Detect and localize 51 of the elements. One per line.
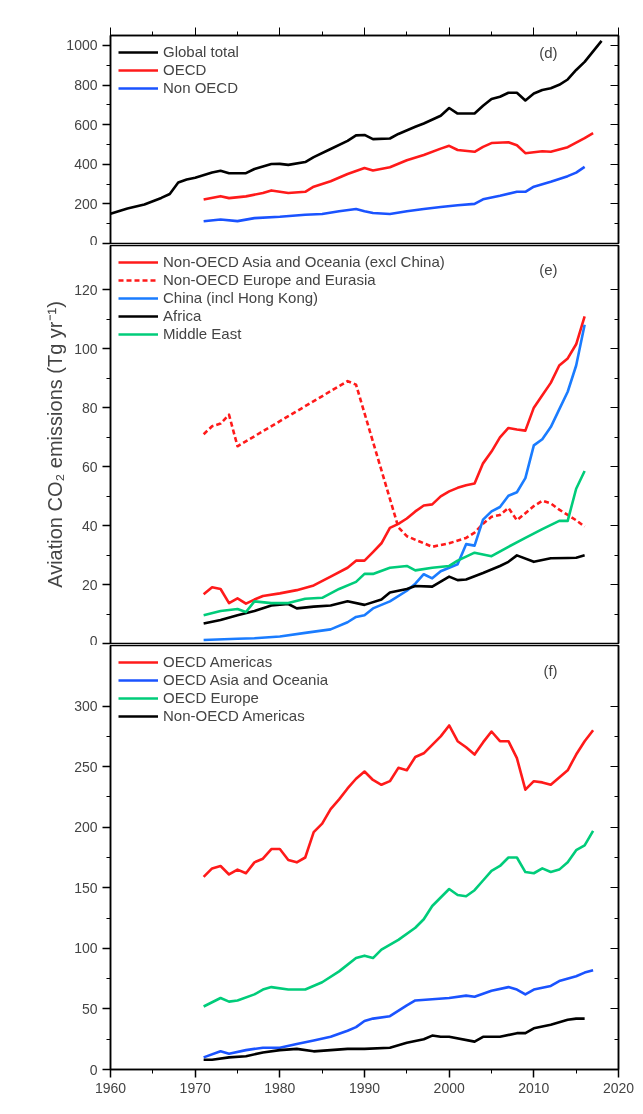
x-tick-label: 2010: [518, 1079, 550, 1096]
legend-label: China (incl Hong Kong): [163, 289, 319, 306]
annotation: (f): [543, 662, 558, 680]
y-tick-label: 200: [74, 195, 98, 212]
x-tick-label: 1970: [179, 1079, 211, 1096]
annotation: (d): [539, 43, 558, 61]
line-series: [202, 165, 586, 223]
y-tick-label: 100: [74, 340, 98, 357]
legend-label: Non OECD: [163, 79, 239, 96]
legend-label: Non-OECD Europe and Eurasia: [163, 271, 376, 288]
y-tick-label: 250: [74, 758, 98, 775]
x-tick-label: 2020: [602, 1079, 635, 1096]
legend-label: OECD Europe: [163, 689, 259, 706]
line-series: [202, 131, 595, 201]
line-series: [202, 469, 586, 617]
y-tick-label: 50: [81, 1000, 98, 1017]
x-tick-label: 2000: [433, 1079, 465, 1096]
legend-label: Non-OECD Americas: [163, 707, 305, 724]
y-axis-title: Aviation CO₂ emissions (Tg yr⁻¹): [44, 301, 67, 588]
y-tick-label: 0: [89, 232, 98, 249]
y-tick-label: 100: [74, 940, 98, 957]
line-series: [202, 724, 595, 879]
line-series: [202, 1017, 586, 1062]
line-series: [202, 554, 586, 625]
legend-label: OECD: [163, 61, 207, 78]
line-series: [202, 829, 595, 1008]
y-tick-label: 150: [74, 879, 98, 896]
x-tick-label: 1990: [348, 1079, 381, 1096]
y-tick-label: 40: [81, 517, 98, 534]
y-tick-label: 80: [81, 399, 98, 416]
y-tick-label: 0: [89, 1061, 98, 1078]
legend-label: Africa: [163, 307, 202, 324]
x-tick-label: 1980: [264, 1079, 296, 1096]
line-series: [202, 968, 595, 1059]
y-tick-label: 200: [74, 819, 98, 836]
annotation: (e): [539, 261, 558, 279]
y-tick-label: 0: [89, 632, 98, 649]
y-tick-label: 20: [81, 576, 98, 593]
x-tick-label: 1960: [94, 1079, 127, 1096]
y-tick-label: 400: [74, 156, 98, 173]
legend-label: OECD Asia and Oceania: [163, 671, 329, 688]
legend-label: Non-OECD Asia and Oceania (excl China): [163, 253, 445, 270]
y-tick-label: 1000: [66, 37, 98, 54]
legend-label: OECD Americas: [163, 653, 273, 670]
y-tick-label: 800: [74, 77, 98, 94]
y-tick-label: 60: [81, 458, 98, 475]
legend-label: Middle East: [163, 325, 242, 342]
y-tick-label: 600: [74, 116, 98, 133]
y-tick-label: 300: [74, 698, 98, 715]
legend-label: Global total: [163, 43, 239, 60]
y-tick-label: 120: [74, 281, 98, 298]
